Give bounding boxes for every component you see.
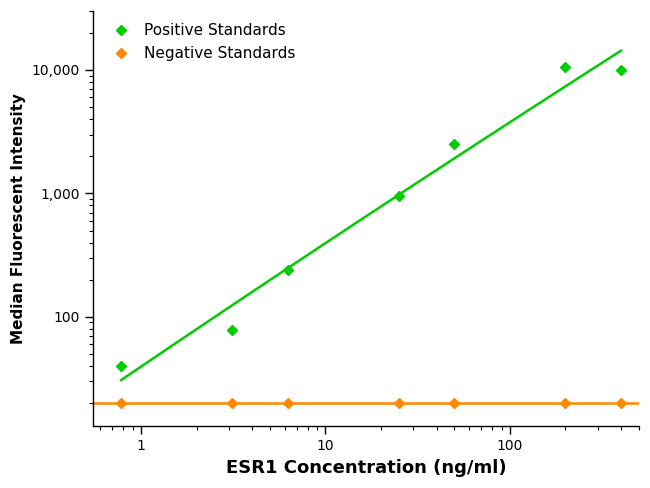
Positive Standards xyxy=(617,67,625,73)
Negative Standards xyxy=(450,400,458,406)
Negative Standards xyxy=(117,400,125,406)
Positive Standards xyxy=(450,142,458,147)
Negative Standards xyxy=(395,400,403,406)
Negative Standards xyxy=(562,400,569,406)
Positive Standards xyxy=(284,267,292,273)
Positive Standards xyxy=(117,363,125,369)
Negative Standards xyxy=(617,400,625,406)
Y-axis label: Median Fluorescent Intensity: Median Fluorescent Intensity xyxy=(11,93,26,344)
Positive Standards xyxy=(395,193,403,199)
Positive Standards xyxy=(562,64,569,70)
Negative Standards xyxy=(227,400,235,406)
Line: Negative Standards: Negative Standards xyxy=(118,400,625,407)
Line: Positive Standards: Positive Standards xyxy=(118,64,625,369)
Positive Standards xyxy=(227,327,235,333)
Legend: Positive Standards, Negative Standards: Positive Standards, Negative Standards xyxy=(101,19,300,65)
Negative Standards xyxy=(284,400,292,406)
X-axis label: ESR1 Concentration (ng/ml): ESR1 Concentration (ng/ml) xyxy=(226,459,506,477)
